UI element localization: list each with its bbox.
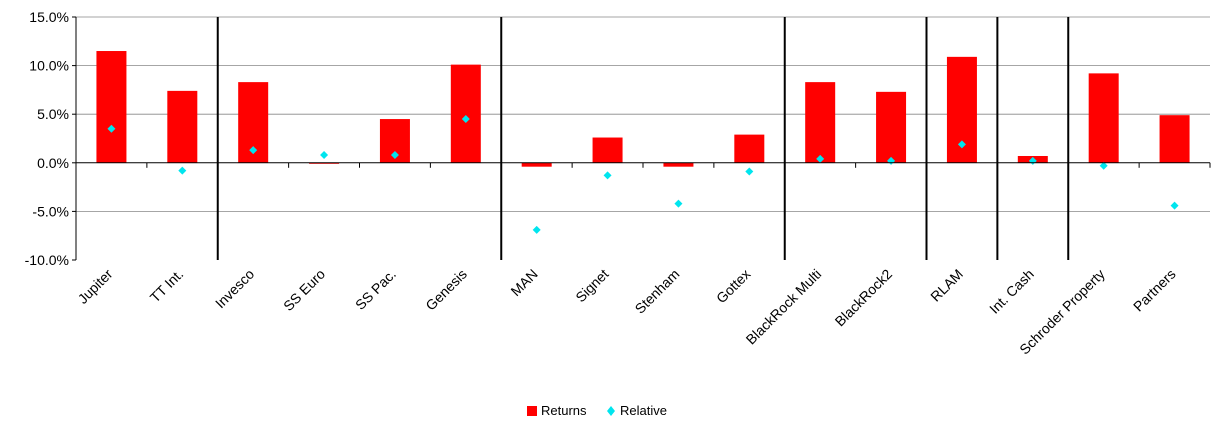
x-tick-label: Partners [1130,266,1179,315]
relative-point [1170,201,1179,210]
x-tick-label: BlackRock Multi [743,266,825,348]
relative-point [461,115,470,124]
relative-point [674,199,683,208]
returns-bar [450,64,481,163]
relative-point [107,124,116,133]
x-tick-label: Gottex [713,266,753,306]
relative-point [745,167,754,176]
legend-returns-label: Returns [541,403,587,418]
relative-point [957,140,966,149]
x-tick-label: MAN [507,266,540,299]
returns-bar [1159,115,1190,163]
relative-point [178,166,187,175]
relative-point [816,154,825,163]
returns-bar [167,90,198,163]
returns-bar [663,162,694,167]
relative-points [107,115,1179,234]
returns-bar [96,51,127,163]
returns-bar [876,91,907,163]
x-tick-label: RLAM [927,266,966,305]
legend-relative-label: Relative [620,403,667,418]
legend-returns-swatch [527,406,537,416]
x-tick-label: Genesis [422,266,470,314]
y-tick-labels: 15.0% 10.0% 5.0% 0.0% -5.0% -10.0% [25,9,69,268]
x-tick-label: Signet [572,266,611,305]
relative-point [390,151,399,160]
x-tick-label: SS Euro [280,266,328,314]
legend-relative-marker [607,406,615,416]
returns-bar [805,82,836,163]
returns-bar [592,137,623,163]
y-tick-label: -10.0% [25,252,69,268]
y-tick-label: 10.0% [29,58,69,74]
x-tick-label: Invesco [212,266,258,312]
relative-point [320,151,329,160]
group-dividers [216,17,1070,260]
relative-point [603,171,612,180]
x-tick-label: SS Pac. [352,266,399,313]
x-tick-label: Stenham [632,266,683,317]
x-tick-labels: Jupiter TT Int. Invesco SS Euro SS Pac. Genes… [75,266,1179,358]
relative-point [249,146,258,155]
returns-bar [521,162,552,167]
y-tick-label: 5.0% [37,106,69,122]
x-tick-label: Int. Cash [986,266,1037,317]
y-tick-label: -5.0% [32,203,69,219]
y-tick-label: 0.0% [37,155,69,171]
relative-point [1099,161,1108,170]
x-tick-label: Jupiter [75,266,116,307]
x-tick-label: TT Int. [147,266,187,306]
returns-bar [734,134,765,163]
axes [72,16,1211,261]
returns-bar [1088,73,1119,163]
y-tick-label: 15.0% [29,9,69,25]
relative-point [532,225,541,234]
returns-bars [96,51,1190,167]
x-tick-label: BlackRock2 [832,266,896,330]
legend: Returns Relative [527,403,667,418]
